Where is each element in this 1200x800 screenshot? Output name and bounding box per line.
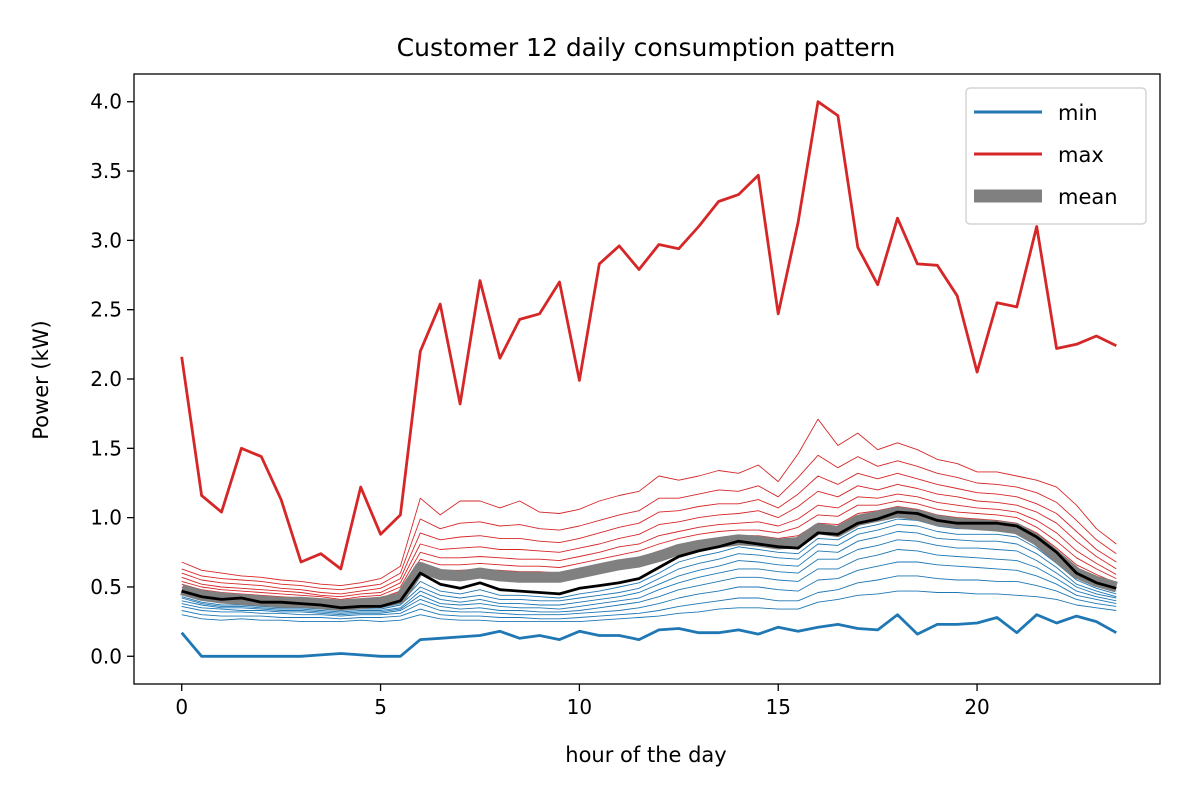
y-tick-label: 0.0 — [90, 644, 122, 668]
y-tick-label: 4.0 — [90, 90, 122, 114]
y-tick-label: 1.5 — [90, 436, 122, 460]
plot-lines — [180, 100, 1118, 658]
legend-label-max: max — [1058, 143, 1104, 167]
x-tick-label: 5 — [374, 695, 387, 719]
x-axis-label: hour of the day — [565, 743, 726, 767]
x-axis: 0 5 10 15 20 — [175, 684, 990, 719]
max-line — [180, 100, 1117, 571]
y-axis-label: Power (kW) — [29, 320, 53, 439]
median-line — [181, 510, 1117, 610]
legend-label-mean: mean — [1058, 185, 1118, 209]
min-line — [180, 613, 1117, 658]
lower-percentile-line-4 — [181, 539, 1117, 614]
y-tick-label: 1.0 — [90, 506, 122, 530]
x-tick-label: 10 — [567, 695, 592, 719]
upper-percentile-line-3 — [181, 472, 1117, 595]
lower-percentile-line-8 — [181, 590, 1117, 623]
lower-percentile-line-5 — [181, 549, 1117, 616]
chart-title: Customer 12 daily consumption pattern — [397, 33, 896, 62]
upper-percentile-line-1 — [181, 418, 1117, 587]
lower-percentile-line-7 — [181, 575, 1117, 620]
lower-percentile-line-6 — [181, 561, 1117, 617]
y-axis: 0.0 0.5 1.0 1.5 2.0 2.5 3.0 3.5 4.0 — [90, 90, 134, 668]
upper-percentile-line-2 — [181, 454, 1117, 591]
y-tick-label: 3.0 — [90, 228, 122, 252]
y-tick-label: 2.0 — [90, 367, 122, 391]
legend-box — [965, 87, 1147, 225]
y-tick-label: 2.5 — [90, 298, 122, 322]
upper-percentile-line-5 — [181, 493, 1117, 600]
lower-percentile-line-3 — [181, 531, 1117, 613]
x-tick-label: 0 — [175, 695, 188, 719]
y-tick-label: 0.5 — [90, 575, 122, 599]
legend-label-min: min — [1058, 101, 1098, 125]
legend: min max mean — [965, 87, 1147, 225]
y-tick-label: 3.5 — [90, 159, 122, 183]
x-tick-label: 15 — [766, 695, 791, 719]
x-tick-label: 20 — [964, 695, 989, 719]
upper-percentile-line-4 — [181, 483, 1117, 598]
